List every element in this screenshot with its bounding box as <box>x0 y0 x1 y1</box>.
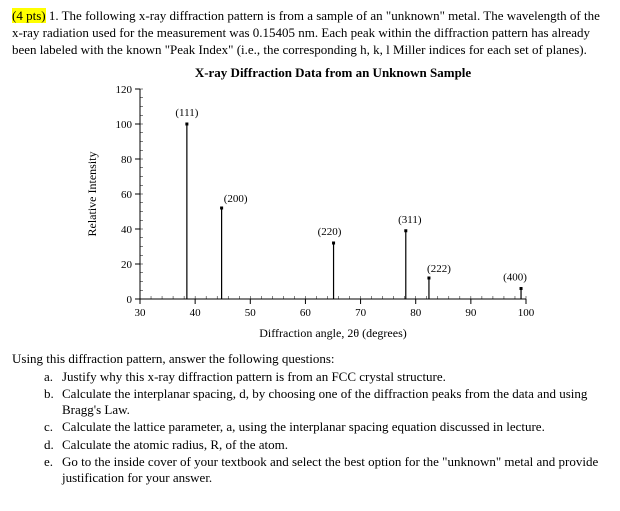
xrd-chart: X-ray Diffraction Data from an Unknown S… <box>80 63 540 343</box>
svg-text:120: 120 <box>116 84 133 96</box>
question-number: 1. <box>49 8 59 23</box>
svg-text:Relative Intensity: Relative Intensity <box>85 151 99 236</box>
svg-text:80: 80 <box>410 307 422 319</box>
svg-text:100: 100 <box>116 119 133 131</box>
subquestion-letter: c. <box>44 419 62 435</box>
svg-text:(222): (222) <box>427 263 451 275</box>
subquestion-letter: d. <box>44 437 62 453</box>
svg-text:60: 60 <box>300 307 312 319</box>
subquestion-text: Go to the inside cover of your textbook … <box>62 454 608 487</box>
svg-text:40: 40 <box>190 307 202 319</box>
subquestion-letter: b. <box>44 386 62 419</box>
svg-text:0: 0 <box>127 294 133 306</box>
svg-text:90: 90 <box>465 307 477 319</box>
subquestions-intro: Using this diffraction pattern, answer t… <box>12 351 608 367</box>
subquestions: Using this diffraction pattern, answer t… <box>12 351 608 487</box>
svg-text:70: 70 <box>355 307 367 319</box>
subquestion-letter: e. <box>44 454 62 487</box>
subquestion-item: b.Calculate the interplanar spacing, d, … <box>44 386 608 419</box>
svg-text:(311): (311) <box>398 213 422 225</box>
svg-text:X-ray Diffraction Data from an: X-ray Diffraction Data from an Unknown S… <box>195 65 472 80</box>
svg-text:(220): (220) <box>318 226 342 238</box>
subquestion-item: c.Calculate the lattice parameter, a, us… <box>44 419 608 435</box>
subquestions-list: a.Justify why this x-ray diffraction pat… <box>12 369 608 487</box>
question-header: (4 pts) 1. The following x-ray diffracti… <box>12 8 608 59</box>
subquestion-text: Calculate the atomic radius, R, of the a… <box>62 437 608 453</box>
subquestion-text: Calculate the lattice parameter, a, usin… <box>62 419 608 435</box>
svg-text:60: 60 <box>121 189 133 201</box>
svg-text:(111): (111) <box>175 107 198 119</box>
svg-text:40: 40 <box>121 224 133 236</box>
svg-text:80: 80 <box>121 154 133 166</box>
subquestion-item: d.Calculate the atomic radius, R, of the… <box>44 437 608 453</box>
svg-text:100: 100 <box>518 307 535 319</box>
svg-text:50: 50 <box>245 307 256 319</box>
subquestion-text: Justify why this x-ray diffraction patte… <box>62 369 608 385</box>
subquestion-item: a.Justify why this x-ray diffraction pat… <box>44 369 608 385</box>
svg-text:(200): (200) <box>224 193 248 205</box>
chart-container: X-ray Diffraction Data from an Unknown S… <box>12 63 608 343</box>
svg-text:(400): (400) <box>503 271 527 283</box>
points-badge: (4 pts) <box>12 8 46 23</box>
subquestion-letter: a. <box>44 369 62 385</box>
subquestion-text: Calculate the interplanar spacing, d, by… <box>62 386 608 419</box>
svg-text:30: 30 <box>135 307 147 319</box>
svg-text:Diffraction angle, 2θ (degrees: Diffraction angle, 2θ (degrees) <box>259 326 406 340</box>
svg-text:20: 20 <box>121 259 133 271</box>
subquestion-item: e.Go to the inside cover of your textboo… <box>44 454 608 487</box>
question-body-text: The following x-ray diffraction pattern … <box>12 8 600 57</box>
